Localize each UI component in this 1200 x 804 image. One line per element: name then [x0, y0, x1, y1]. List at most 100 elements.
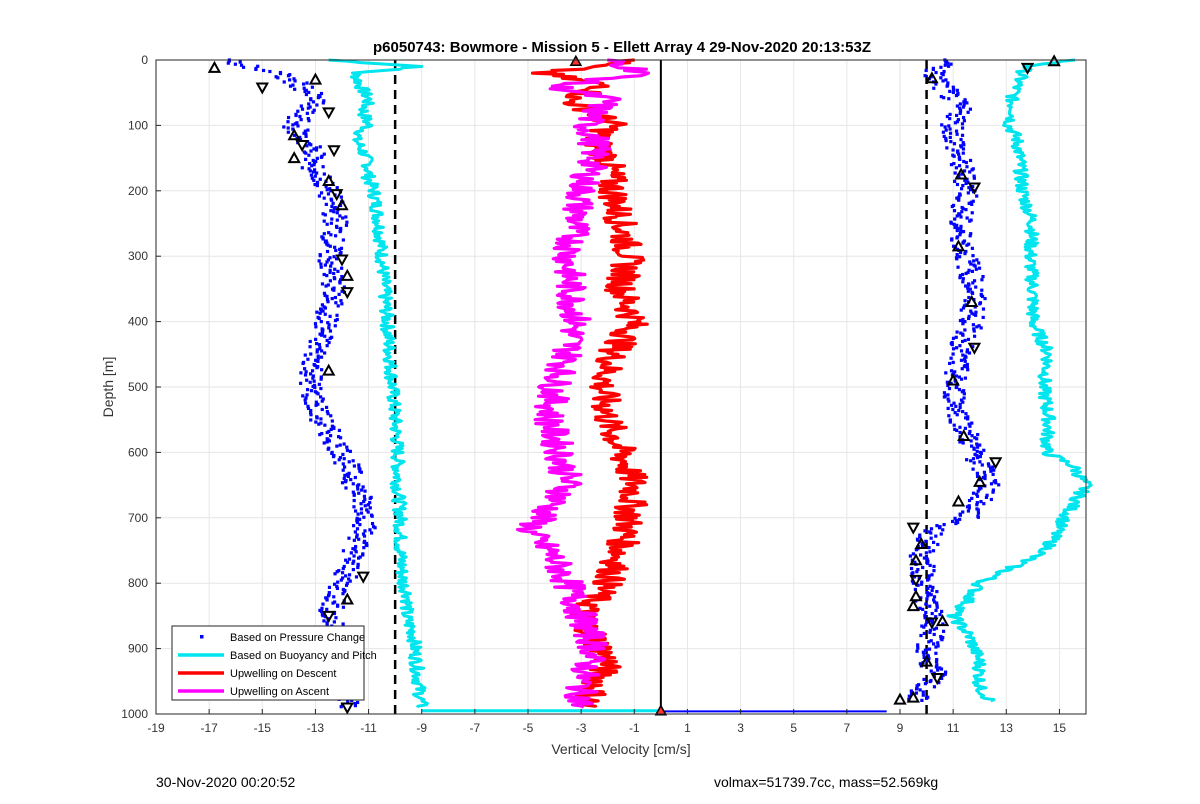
pressure-change-point — [341, 452, 345, 457]
pressure-change-point — [326, 283, 330, 287]
pressure-change-point — [911, 552, 915, 556]
pressure-change-point — [305, 111, 309, 115]
pressure-change-point — [972, 461, 976, 465]
pressure-change-point — [338, 281, 342, 285]
pressure-change-point — [975, 325, 979, 329]
pressure-change-point — [921, 565, 925, 570]
pressure-change-point — [310, 164, 314, 168]
pressure-change-point — [319, 320, 323, 324]
pressure-change-point — [928, 628, 932, 632]
x-tick-label: 9 — [897, 721, 904, 735]
pressure-change-point — [954, 385, 958, 390]
x-tick-label: -5 — [523, 721, 534, 735]
pressure-change-point — [982, 448, 986, 452]
pressure-change-point — [332, 271, 336, 276]
pressure-change-point — [362, 546, 366, 550]
pressure-change-point — [962, 364, 966, 369]
pressure-change-point — [934, 660, 939, 664]
triangle-marker — [988, 457, 1003, 470]
pressure-change-point — [960, 172, 964, 176]
pressure-change-point — [320, 303, 325, 307]
pressure-change-point — [309, 372, 313, 376]
pressure-change-point — [309, 413, 313, 417]
pressure-change-point — [967, 504, 971, 508]
pressure-change-point — [357, 463, 361, 467]
pressure-change-point — [341, 566, 345, 571]
pressure-change-point — [353, 704, 358, 708]
pressure-change-point — [968, 107, 973, 111]
pressure-change-point — [304, 151, 308, 155]
pressure-change-point — [948, 361, 952, 366]
pressure-change-point — [303, 367, 307, 371]
pressure-change-point — [332, 620, 336, 624]
pressure-change-point — [958, 111, 962, 115]
pressure-change-point — [313, 363, 317, 368]
pressure-change-point — [308, 161, 312, 166]
pressure-change-point — [961, 409, 965, 414]
pressure-change-point — [967, 314, 971, 318]
pressure-change-point — [332, 595, 336, 599]
pressure-change-point — [361, 485, 365, 489]
pressure-change-point — [299, 371, 303, 375]
pressure-change-point — [976, 445, 980, 449]
pressure-change-point — [958, 513, 963, 517]
pressure-change-point — [953, 370, 957, 374]
pressure-change-point — [320, 333, 324, 337]
pressure-change-point — [314, 420, 318, 424]
pressure-change-point — [972, 279, 977, 283]
pressure-change-point — [313, 385, 317, 390]
pressure-change-point — [971, 281, 975, 285]
pressure-change-point — [971, 491, 976, 495]
pressure-change-point — [924, 696, 929, 700]
pressure-change-point — [916, 583, 920, 587]
pressure-change-point — [334, 248, 338, 253]
triangle-marker — [287, 128, 301, 141]
pressure-change-point — [970, 311, 974, 315]
triangle-marker — [967, 342, 982, 355]
pressure-change-point — [949, 403, 954, 407]
pressure-change-point — [929, 619, 933, 623]
pressure-change-point — [341, 468, 345, 472]
pressure-change-point — [972, 312, 976, 316]
pressure-change-point — [341, 592, 345, 596]
pressure-change-point — [958, 344, 962, 348]
pressure-change-point — [324, 185, 328, 189]
pressure-change-point — [963, 178, 967, 182]
pressure-change-point — [924, 551, 928, 555]
pressure-change-point — [315, 416, 319, 420]
pressure-change-point — [919, 582, 924, 586]
pressure-change-point — [321, 602, 325, 606]
pressure-change-point — [946, 81, 950, 85]
pressure-change-point — [981, 275, 985, 279]
pressure-change-point — [958, 276, 962, 280]
pressure-change-point — [909, 689, 913, 693]
pressure-change-point — [324, 202, 328, 207]
pressure-change-point — [948, 89, 952, 93]
pressure-change-point — [342, 442, 346, 446]
pressure-change-point — [345, 220, 349, 224]
pressure-change-point — [352, 559, 356, 563]
pressure-change-point — [328, 270, 332, 275]
pressure-change-point — [261, 68, 266, 73]
pressure-change-point — [908, 554, 912, 558]
pressure-change-point — [979, 451, 983, 456]
pressure-change-point — [924, 610, 928, 615]
x-tick-label: -15 — [254, 721, 272, 735]
pressure-change-point — [321, 237, 325, 241]
pressure-change-point — [956, 265, 960, 269]
pressure-change-point — [313, 174, 317, 178]
pressure-change-point — [323, 423, 327, 427]
pressure-change-point — [968, 170, 972, 174]
x-tick-label: -11 — [360, 721, 377, 735]
pressure-change-point — [966, 415, 970, 419]
pressure-change-point — [304, 370, 308, 374]
pressure-change-point — [358, 467, 362, 471]
pressure-change-point — [959, 377, 964, 381]
pressure-change-point — [963, 299, 967, 303]
x-tick-label: -13 — [307, 721, 325, 735]
pressure-change-point — [935, 524, 939, 528]
pressure-change-point — [958, 109, 963, 113]
pressure-change-point — [356, 556, 361, 560]
pressure-change-point — [978, 302, 982, 306]
pressure-change-point — [333, 572, 337, 576]
